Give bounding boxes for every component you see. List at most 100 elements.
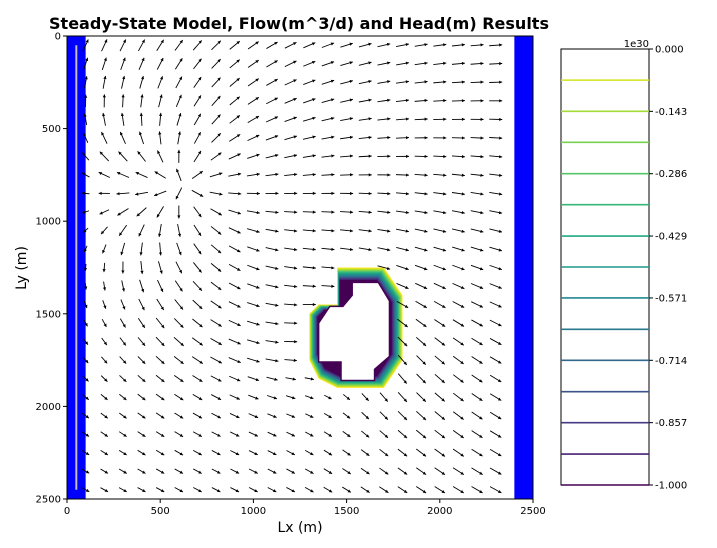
flow-arrow-head: [142, 415, 146, 419]
flow-arrow-head: [312, 173, 316, 177]
flow-arrow-head: [217, 59, 221, 63]
flow-arrow-head: [293, 266, 298, 270]
flow-arrow-head: [101, 131, 105, 136]
flow-arrow-head: [256, 191, 260, 196]
flow-arrow-head: [236, 96, 240, 100]
colorbar-tick-label: -1.000: [655, 481, 687, 492]
flow-arrow: [358, 79, 372, 85]
flow-arrow: [84, 94, 88, 107]
flow-arrow-head: [479, 490, 483, 493]
flow-arrow: [360, 449, 370, 457]
flow-arrow: [248, 487, 258, 493]
y-tick-label: 500: [42, 124, 61, 135]
colorbar-tick-label: -0.286: [655, 169, 687, 180]
flow-arrow-head: [405, 61, 409, 65]
flow-arrow: [340, 135, 354, 140]
flow-arrow-head: [293, 116, 297, 120]
flow-arrow-head: [273, 414, 277, 418]
flow-arrow: [416, 373, 427, 384]
flow-arrow-head: [423, 286, 428, 289]
flow-arrow: [470, 155, 484, 159]
flow-arrow: [119, 375, 127, 383]
flow-arrow: [305, 413, 314, 418]
flow-arrow: [470, 228, 484, 233]
flow-arrow: [174, 39, 184, 51]
flow-arrow-head: [218, 378, 222, 382]
flow-arrow: [83, 113, 88, 126]
flow-arrow-head: [291, 470, 295, 474]
flow-arrow-head: [85, 488, 90, 492]
flow-arrow-head: [310, 452, 314, 456]
flow-arrow: [489, 80, 503, 84]
flow-arrow-head: [218, 152, 222, 156]
flow-arrow: [265, 340, 279, 344]
flow-arrow-head: [180, 378, 184, 382]
flow-arrow: [193, 150, 202, 163]
flow-arrow-head: [405, 98, 409, 103]
flow-arrow-head: [480, 173, 484, 177]
flow-arrow-head: [256, 285, 260, 289]
flow-arrow: [284, 340, 298, 344]
flow-arrow-head: [85, 396, 89, 400]
flow-arrow: [321, 284, 335, 288]
flow-arrow-head: [135, 192, 139, 196]
flow-arrow-head: [480, 80, 484, 84]
flow-arrow-head: [103, 360, 108, 364]
flow-arrow: [489, 319, 502, 327]
flow-arrow: [140, 260, 144, 275]
flow-arrow: [397, 392, 408, 403]
flow-arrow-head: [122, 324, 126, 328]
flow-arrow-head: [292, 377, 296, 381]
flow-arrow: [452, 374, 464, 383]
flow-arrow-head: [256, 229, 260, 233]
flow-arrow: [82, 227, 89, 234]
flow-arrow-head: [498, 323, 502, 327]
flow-arrow: [210, 208, 222, 216]
flow-arrow: [174, 431, 184, 438]
y-tick-label: 0: [55, 32, 61, 43]
flow-arrow-head: [102, 112, 106, 117]
flow-arrow-head: [424, 98, 428, 103]
flow-arrow: [211, 412, 222, 419]
flow-arrow: [414, 154, 428, 159]
flow-arrow: [489, 467, 502, 475]
flow-arrow-head: [141, 39, 145, 43]
flow-arrow: [137, 337, 146, 347]
flow-arrow: [193, 243, 202, 255]
colorbar: 1e30 0.000 -0.143 -0.286 -0.429 -0.571 -0.714…: [560, 39, 687, 492]
flow-arrow: [228, 209, 242, 215]
flow-arrow-head: [236, 134, 241, 138]
colorbar-tick-label: 0.000: [655, 45, 684, 56]
flow-arrow-head: [84, 76, 88, 80]
flow-arrow-head: [103, 341, 107, 346]
flow-arrow-head: [274, 79, 278, 83]
flow-arrow-head: [256, 248, 260, 252]
flow-arrow-head: [218, 341, 222, 345]
flow-arrow-head: [441, 342, 445, 346]
flow-arrow-head: [236, 41, 240, 45]
flow-arrow: [246, 172, 260, 177]
flow-arrow-head: [180, 324, 184, 328]
flow-arrow-head: [403, 471, 408, 475]
flow-arrow: [414, 264, 428, 271]
flow-arrow-head: [443, 117, 447, 121]
flow-arrow-head: [256, 267, 260, 271]
flow-arrow-head: [198, 213, 202, 218]
flow-arrow-head: [311, 42, 316, 46]
flow-arrow: [489, 486, 502, 494]
flow-arrow-head: [498, 341, 502, 345]
flow-arrow: [304, 468, 314, 474]
flow-arrow: [173, 318, 184, 329]
flow-arrow: [361, 393, 369, 402]
flow-arrow: [451, 117, 465, 121]
flow-arrow-head: [461, 43, 465, 47]
flow-arrow: [102, 300, 107, 309]
flow-arrow-head: [479, 267, 484, 271]
x-tick-label: 1000: [241, 506, 266, 517]
flow-arrow: [247, 96, 260, 105]
flow-arrow: [284, 266, 298, 270]
flow-arrow-head: [349, 42, 353, 46]
flow-arrow: [246, 210, 260, 215]
flow-arrow-head: [275, 172, 279, 177]
